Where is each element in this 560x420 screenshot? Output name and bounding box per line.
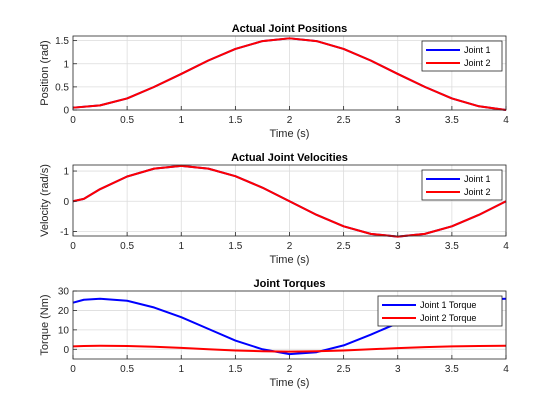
x-tick-label: 0.5 (120, 115, 134, 126)
subplot-1: 0 0.5 1 1.5 2 2.5 3 3.5 4 0 0.5 1 1.5 Actual Joint Po… (39, 23, 509, 140)
y-tick-label: 0 (63, 197, 69, 208)
legend-label-1: Joint 1 Torque (420, 300, 476, 310)
y-axis-label: Position (rad) (39, 40, 51, 105)
plot-title: Joint Torques (254, 278, 326, 290)
plot-title: Actual Joint Positions (232, 23, 348, 35)
y-tick-label: 30 (58, 287, 70, 298)
x-tick-label: 1.5 (228, 241, 242, 252)
y-tick-label: 0.5 (55, 82, 69, 93)
legend: Joint 1 Torque Joint 2 Torque (378, 296, 502, 326)
y-tick-label: 1.5 (55, 36, 69, 47)
legend-label-1: Joint 1 (464, 174, 491, 184)
x-tick-label: 0 (70, 364, 76, 375)
legend: Joint 1 Joint 2 (422, 170, 502, 200)
y-tick-label: 20 (58, 306, 70, 317)
x-tick-label: 0 (70, 115, 76, 126)
x-tick-label: 1.5 (228, 115, 242, 126)
x-tick-label: 2 (287, 364, 293, 375)
y-tick-label: -1 (60, 227, 69, 238)
y-axis-label: Velocity (rad/s) (39, 164, 51, 237)
x-tick-label: 2.5 (337, 241, 351, 252)
subplot-3: 0 0.5 1 1.5 2 2.5 3 3.5 4 0 10 20 30 Joint Torques Tim… (39, 278, 509, 389)
x-tick-label: 1 (178, 115, 184, 126)
legend-label-2: Joint 2 (464, 187, 491, 197)
x-tick-label: 1 (178, 241, 184, 252)
x-tick-label: 3.5 (445, 241, 459, 252)
x-tick-label: 3 (395, 364, 401, 375)
x-tick-label: 2.5 (337, 115, 351, 126)
x-tick-label: 0.5 (120, 241, 134, 252)
y-tick-label: 10 (58, 325, 70, 336)
x-tick-label: 0 (70, 241, 76, 252)
plot-title: Actual Joint Velocities (231, 152, 348, 164)
subplots: 0 0.5 1 1.5 2 2.5 3 3.5 4 0 0.5 1 1.5 Actual Joint Po… (39, 23, 509, 389)
y-tick-label: 1 (63, 59, 69, 70)
legend-label-1: Joint 1 (464, 45, 491, 55)
x-axis-label: Time (s) (270, 254, 310, 266)
x-tick-label: 2 (287, 241, 293, 252)
x-axis-label: Time (s) (270, 128, 310, 140)
x-tick-label: 1 (178, 364, 184, 375)
x-tick-label: 4 (503, 364, 509, 375)
x-tick-label: 3.5 (445, 364, 459, 375)
x-tick-label: 2 (287, 115, 293, 126)
x-tick-label: 4 (503, 241, 509, 252)
legend: Joint 1 Joint 2 (422, 41, 502, 71)
x-tick-label: 4 (503, 115, 509, 126)
x-tick-label: 2.5 (337, 364, 351, 375)
x-tick-label: 3.5 (445, 115, 459, 126)
y-axis-label: Torque (Nm) (39, 294, 51, 355)
y-tick-label: 1 (63, 167, 69, 178)
legend-label-2: Joint 2 (464, 58, 491, 68)
x-tick-label: 1.5 (228, 364, 242, 375)
x-tick-label: 3 (395, 115, 401, 126)
x-tick-label: 3 (395, 241, 401, 252)
y-tick-label: 0 (63, 345, 69, 356)
x-axis-label: Time (s) (270, 377, 310, 389)
x-tick-label: 0.5 (120, 364, 134, 375)
legend-label-2: Joint 2 Torque (420, 313, 476, 323)
y-tick-label: 0 (63, 106, 69, 117)
